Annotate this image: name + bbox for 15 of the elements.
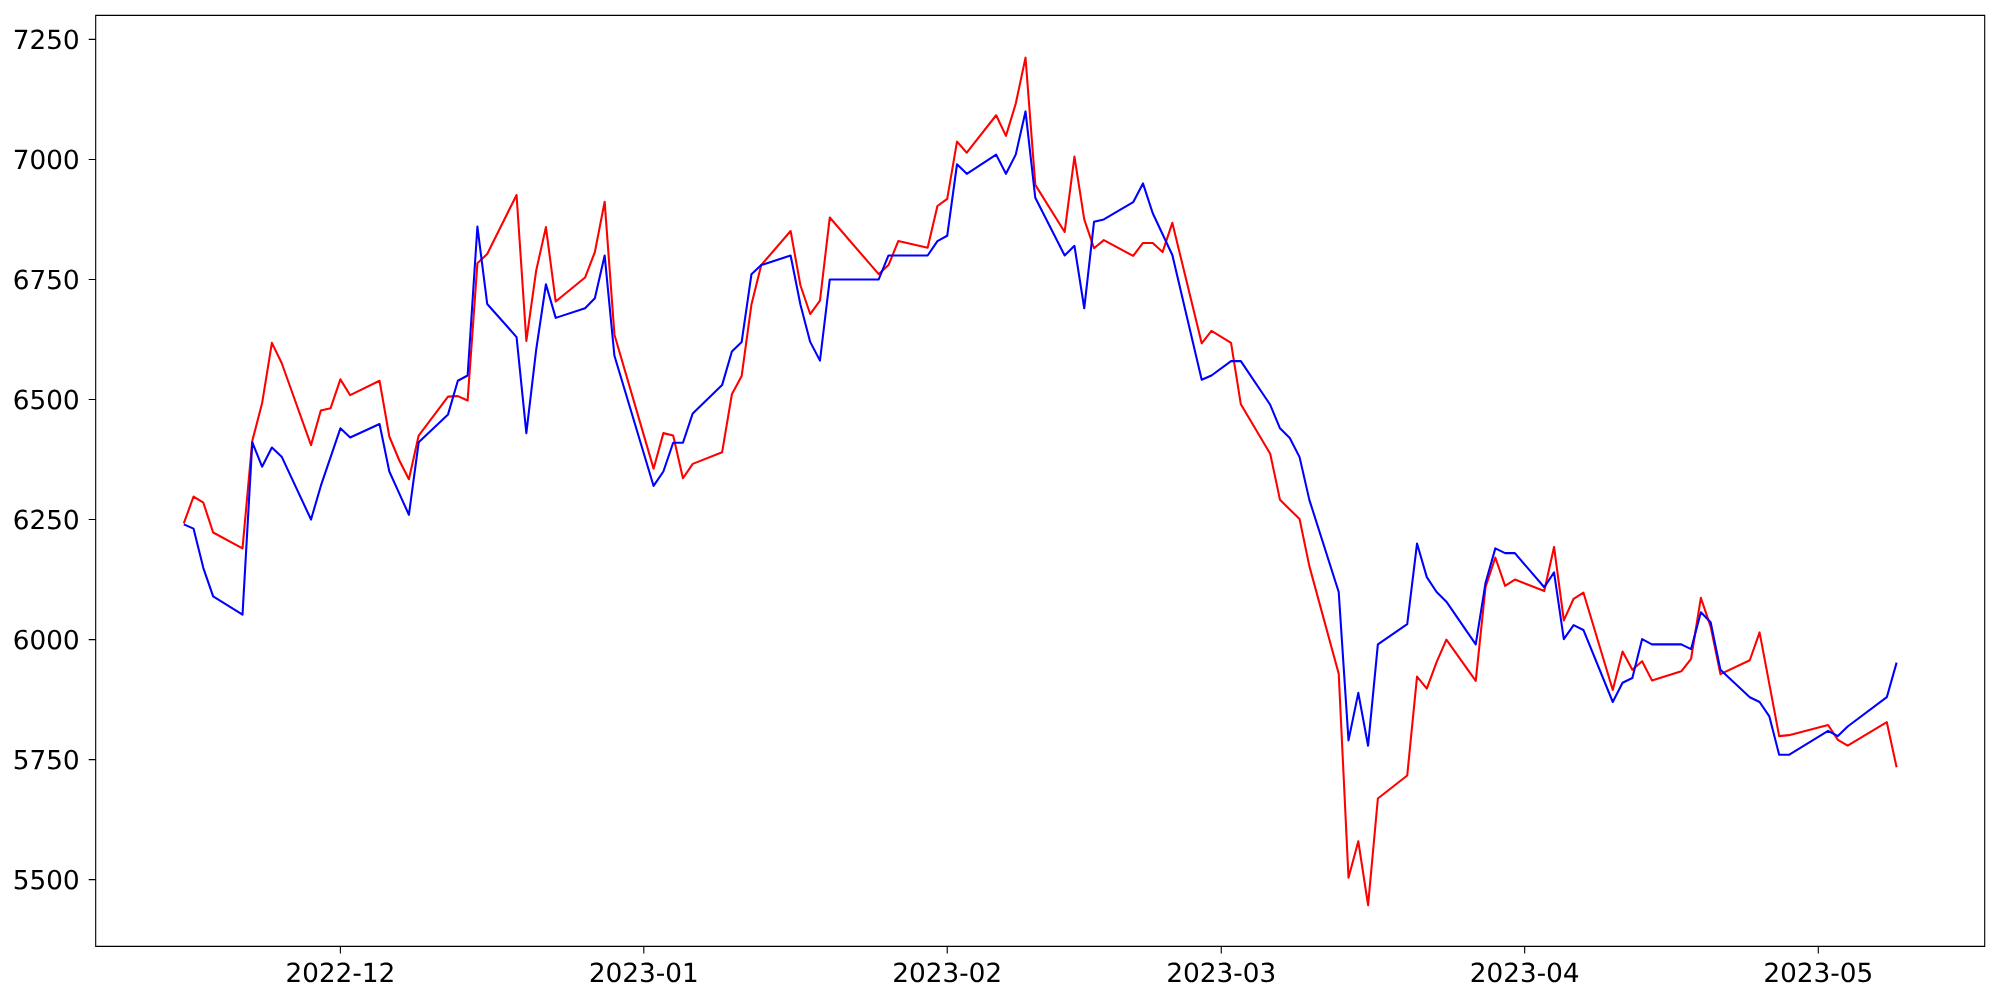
x-tick-label: 2022-12: [287, 962, 393, 983]
x-tick-label: 2023-03: [1168, 962, 1275, 983]
y-tick-label: 5500: [14, 869, 78, 890]
x-tick-label: 2023-02: [894, 962, 1000, 983]
x-tick-label: 2023-01: [590, 962, 697, 983]
y-tick-label: 7250: [14, 29, 78, 50]
y-tick-label: 7000: [14, 149, 78, 170]
y-tick-label: 6500: [14, 389, 78, 410]
y-tick-label: 6250: [14, 509, 78, 530]
line-series: [182, 56, 1898, 907]
x-tick-label: 2023-05: [1765, 962, 1871, 983]
x-tick-label: 2023-04: [1471, 962, 1579, 983]
y-tick-label: 5750: [14, 749, 78, 770]
y-tick-label: 6750: [14, 269, 78, 290]
y-tick-label: 6000: [14, 629, 78, 650]
